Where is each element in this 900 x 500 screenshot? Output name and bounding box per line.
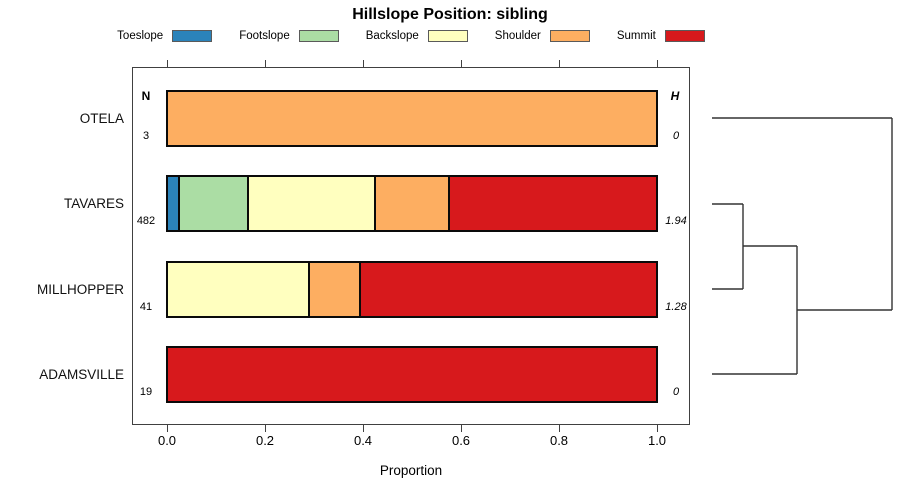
legend-label: Toeslope: [117, 30, 164, 42]
h-value-tavares: 1.94: [665, 215, 687, 227]
row-label-millhopper: MILLHOPPER: [36, 281, 124, 297]
bar-millhopper: [166, 261, 658, 318]
legend-swatch-toeslope: [172, 30, 213, 42]
axis-tick-bottom: [559, 425, 560, 432]
bar-otela: [166, 90, 658, 147]
bar-segment-footslope: [179, 177, 249, 230]
h-value-adamsville: 0: [672, 386, 680, 398]
legend-entry-summit: Summit: [617, 30, 705, 42]
axis-tick-bottom: [657, 425, 658, 432]
n-value-adamsville: 19: [139, 386, 153, 398]
axis-tick-top: [363, 60, 364, 67]
bar-segment-toeslope: [168, 177, 180, 230]
bar-segment-backslope: [168, 263, 311, 316]
legend-label: Summit: [616, 30, 656, 42]
n-value-tavares: 482: [136, 215, 156, 227]
h-column-header: H: [670, 89, 680, 103]
chart-title: Hillslope Position: sibling: [352, 6, 548, 23]
axis-tick-top: [265, 60, 266, 67]
axis-tick-label: 0.0: [157, 433, 177, 448]
legend-label: Shoulder: [494, 30, 541, 42]
legend-label: Footslope: [239, 30, 290, 42]
n-column-header: N: [141, 89, 151, 103]
axis-tick-bottom: [363, 425, 364, 432]
legend-entry-toeslope: Toeslope: [117, 30, 213, 42]
bar-segment-shoulder: [168, 92, 656, 145]
axis-tick-bottom: [167, 425, 168, 432]
bar-tavares: [166, 175, 658, 232]
legend-swatch-backslope: [427, 30, 468, 42]
axis-tick-label: 0.4: [353, 433, 373, 448]
axis-tick-top: [559, 60, 560, 67]
legend-entry-backslope: Backslope: [366, 30, 468, 42]
x-axis-label: Proportion: [379, 463, 443, 478]
plot-frame: [132, 67, 690, 425]
row-label-tavares: TAVARES: [63, 195, 124, 211]
legend-label: Backslope: [365, 30, 419, 42]
legend: Toeslope Footslope Backslope Shoulder Summit: [0, 27, 822, 45]
axis-tick-top: [167, 60, 168, 67]
legend-entry-shoulder: Shoulder: [495, 30, 590, 42]
axis-tick-label: 1.0: [647, 433, 667, 448]
legend-swatch-shoulder: [549, 30, 590, 42]
axis-tick-label: 0.8: [549, 433, 569, 448]
bar-segment-shoulder: [310, 263, 361, 316]
bar-segment-summit: [168, 348, 656, 401]
bar-segment-shoulder: [375, 177, 450, 230]
axis-tick-label: 0.6: [451, 433, 471, 448]
h-value-millhopper: 1.28: [665, 301, 687, 313]
bar-segment-summit: [449, 177, 656, 230]
bar-adamsville: [166, 346, 658, 403]
row-label-adamsville: ADAMSVILLE: [39, 366, 124, 382]
legend-swatch-footslope: [298, 30, 339, 42]
axis-tick-top: [461, 60, 462, 67]
axis-tick-top: [657, 60, 658, 67]
bar-segment-backslope: [248, 177, 376, 230]
axis-tick-bottom: [265, 425, 266, 432]
axis-tick-label: 0.2: [255, 433, 275, 448]
n-value-otela: 3: [142, 130, 150, 142]
row-label-otela: OTELA: [79, 110, 124, 126]
n-value-millhopper: 41: [139, 301, 153, 313]
bar-segment-summit: [360, 263, 656, 316]
legend-swatch-summit: [664, 30, 705, 42]
axis-tick-bottom: [461, 425, 462, 432]
h-value-otela: 0: [672, 130, 680, 142]
legend-entry-footslope: Footslope: [239, 30, 339, 42]
